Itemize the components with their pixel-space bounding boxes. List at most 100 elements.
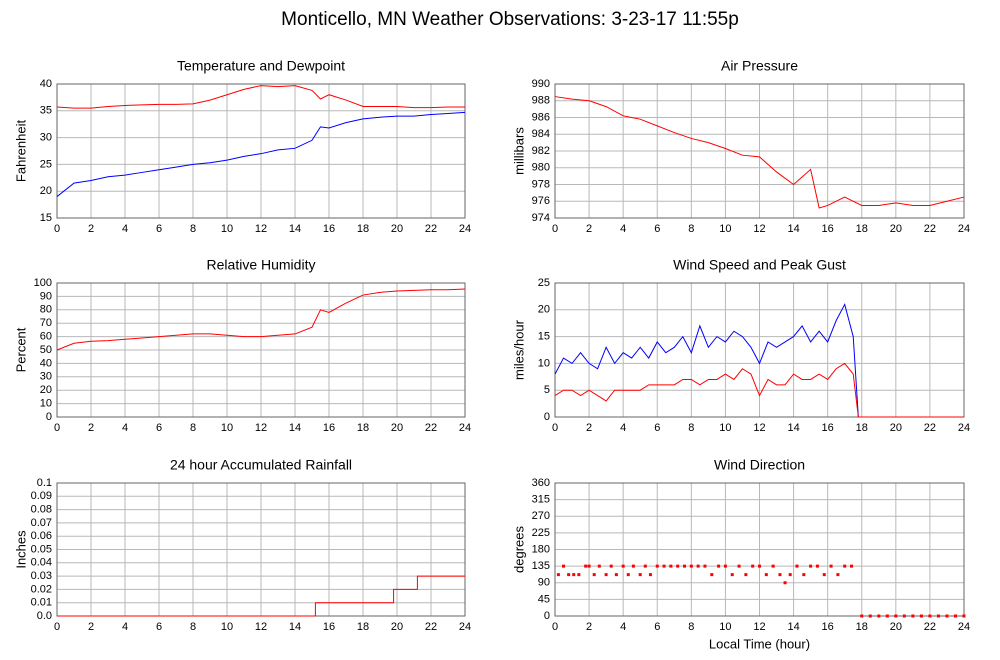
data-point	[836, 573, 840, 577]
data-point	[744, 573, 748, 577]
x-tick-label: 18	[856, 422, 868, 434]
x-tick-label: 20	[391, 422, 403, 434]
y-tick-label: 0.06	[31, 530, 52, 542]
x-tick-label: 2	[586, 223, 592, 235]
x-tick-label: 14	[787, 621, 799, 633]
data-point	[936, 614, 940, 618]
y-tick-label: 10	[40, 398, 52, 410]
y-tick-label: 100	[34, 277, 52, 289]
data-point	[850, 564, 854, 568]
y-tick-label: 50	[40, 344, 52, 356]
x-tick-label: 6	[654, 621, 660, 633]
x-tick-label: 22	[924, 621, 936, 633]
x-tick-label: 4	[122, 223, 128, 235]
x-tick-label: 22	[425, 422, 437, 434]
y-tick-label: 0.01	[31, 597, 52, 609]
chart-title: 24 hour Accumulated Rainfall	[170, 457, 352, 473]
data-line	[56, 111, 466, 197]
y-tick-label: 45	[538, 593, 550, 605]
y-tick-label: 90	[538, 577, 550, 589]
x-tick-label: 8	[688, 422, 694, 434]
y-tick-label: 0	[544, 610, 550, 622]
y-tick-label: 0.1	[37, 477, 52, 489]
x-tick-label: 8	[688, 223, 694, 235]
x-tick-label: 24	[459, 621, 471, 633]
x-tick-label: 12	[255, 422, 267, 434]
x-tick-label: 18	[856, 621, 868, 633]
y-tick-label: 15	[40, 212, 52, 224]
y-tick-label: 30	[40, 132, 52, 144]
data-point	[945, 614, 949, 618]
x-tick-label: 16	[822, 422, 834, 434]
y-tick-label: 20	[538, 304, 550, 316]
data-point	[788, 573, 792, 577]
x-tick-label: 22	[425, 621, 437, 633]
data-point	[584, 564, 588, 568]
data-point	[860, 614, 864, 618]
data-point	[962, 614, 966, 618]
x-tick-label: 6	[654, 223, 660, 235]
data-point	[669, 564, 673, 568]
y-tick-label: 20	[40, 185, 52, 197]
x-tick-label: 10	[221, 422, 233, 434]
data-point	[689, 564, 693, 568]
data-point	[737, 564, 741, 568]
x-tick-label: 18	[357, 223, 369, 235]
x-tick-label: 8	[190, 621, 196, 633]
x-tick-label: 24	[958, 223, 970, 235]
data-point	[894, 614, 898, 618]
y-tick-label: 25	[40, 158, 52, 170]
x-tick-label: 14	[787, 223, 799, 235]
data-point	[703, 564, 707, 568]
y-tick-label: 0.03	[31, 570, 52, 582]
x-tick-label: 22	[924, 422, 936, 434]
y-tick-label: 0.08	[31, 504, 52, 516]
x-tick-label: 18	[856, 223, 868, 235]
x-tick-label: 0	[54, 422, 60, 434]
y-tick-label: 30	[40, 371, 52, 383]
x-tick-label: 16	[323, 621, 335, 633]
y-tick-label: 0.05	[31, 543, 52, 555]
x-tick-label: 0	[54, 621, 60, 633]
y-tick-label: 990	[532, 78, 550, 90]
x-tick-label: 16	[323, 422, 335, 434]
y-tick-label: 10	[538, 357, 550, 369]
x-tick-label: 0	[552, 223, 558, 235]
data-point	[572, 573, 576, 577]
data-point	[902, 614, 906, 618]
y-tick-label: 978	[532, 178, 550, 190]
plot-frame	[554, 482, 965, 617]
data-point	[829, 564, 833, 568]
x-tick-label: 4	[620, 223, 626, 235]
data-line	[554, 96, 965, 209]
x-tick-label: 18	[357, 621, 369, 633]
x-tick-label: 16	[822, 621, 834, 633]
y-tick-label: 984	[532, 128, 550, 140]
data-point	[730, 573, 734, 577]
plot-frame	[56, 83, 466, 219]
x-tick-label: 0	[552, 422, 558, 434]
y-tick-label: 25	[538, 277, 550, 289]
x-tick-label: 4	[122, 621, 128, 633]
x-tick-label: 14	[289, 621, 301, 633]
data-point	[771, 564, 775, 568]
data-point	[592, 573, 596, 577]
y-tick-label: 0	[46, 411, 52, 423]
data-point	[928, 614, 932, 618]
x-tick-label: 20	[391, 621, 403, 633]
x-tick-label: 22	[924, 223, 936, 235]
data-point	[802, 573, 806, 577]
y-axis-label: millibars	[511, 127, 526, 175]
x-tick-label: 6	[156, 422, 162, 434]
y-tick-label: 40	[40, 357, 52, 369]
x-tick-label: 14	[787, 422, 799, 434]
x-tick-label: 20	[890, 422, 902, 434]
y-tick-label: 0.0	[37, 610, 52, 622]
y-tick-label: 0.04	[31, 557, 52, 569]
x-tick-label: 24	[459, 422, 471, 434]
data-point	[577, 573, 581, 577]
data-point	[662, 564, 666, 568]
x-tick-label: 0	[54, 223, 60, 235]
y-tick-label: 60	[40, 331, 52, 343]
